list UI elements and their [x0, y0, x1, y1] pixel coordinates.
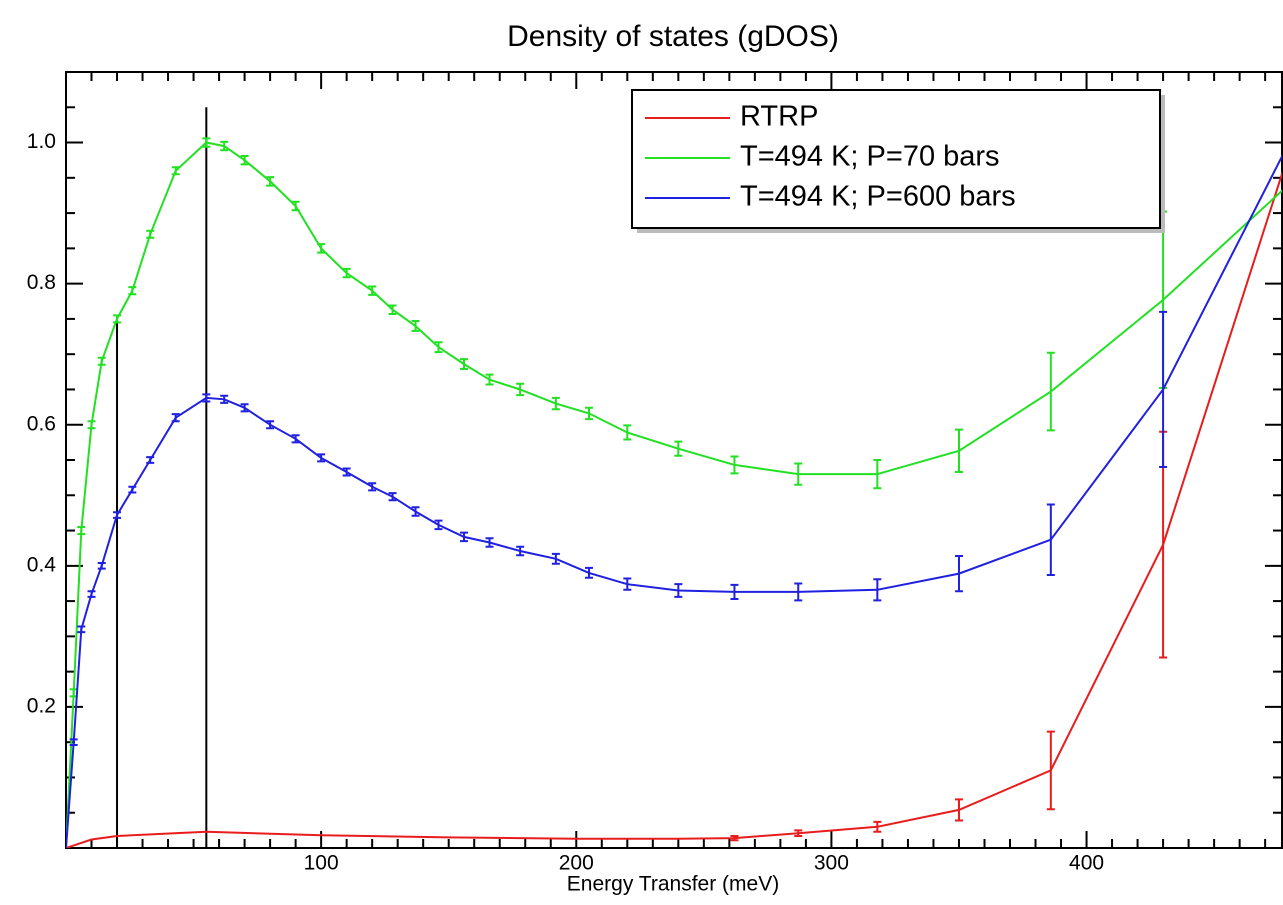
error-bar — [266, 176, 275, 187]
error-bar — [551, 396, 560, 411]
error-bar — [585, 566, 594, 579]
error-bar — [794, 829, 803, 838]
error-bar — [516, 545, 525, 557]
error-bar — [674, 440, 683, 457]
error-bar — [317, 453, 326, 463]
error-bar — [1159, 310, 1168, 469]
error-bar — [171, 413, 180, 423]
y-tick-label: 0.6 — [27, 412, 56, 435]
y-tick-label: 0.4 — [27, 553, 57, 576]
series-line — [66, 154, 1282, 848]
error-bar — [954, 554, 963, 593]
x-tick-label: 200 — [559, 852, 594, 875]
error-bar — [873, 459, 882, 490]
error-bar — [730, 455, 739, 475]
error-bar — [220, 140, 229, 152]
error-bar — [202, 393, 211, 403]
error-bar — [674, 583, 683, 598]
error-bar — [291, 200, 300, 212]
error-bar — [368, 285, 377, 296]
error-bar — [128, 286, 137, 296]
error-bar — [113, 511, 122, 519]
error-bar — [146, 456, 155, 464]
error-bar — [411, 320, 420, 332]
y-tick-label: 0.8 — [27, 271, 56, 294]
error-bar — [551, 552, 560, 565]
error-bar — [623, 424, 632, 441]
error-bar — [171, 166, 180, 176]
error-bar — [1046, 503, 1055, 576]
error-bar — [585, 406, 594, 421]
error-bar — [388, 492, 397, 502]
error-bar — [794, 582, 803, 602]
series-line — [66, 170, 1282, 848]
x-tick-label: 100 — [304, 852, 339, 875]
error-bar — [77, 526, 86, 536]
error-bar — [220, 394, 229, 404]
error-bar — [388, 304, 397, 315]
error-bar — [368, 482, 377, 492]
error-bar — [730, 835, 739, 842]
error-bar — [240, 154, 249, 166]
error-bar — [954, 798, 963, 822]
error-bar — [873, 578, 882, 602]
error-bar — [113, 314, 122, 324]
x-tick-label: 400 — [1069, 852, 1104, 875]
legend-label: T=494 K; P=70 bars — [740, 141, 1000, 173]
error-bar — [97, 356, 106, 366]
error-bar — [516, 382, 525, 397]
error-bar — [87, 590, 96, 598]
y-tick-label: 0.2 — [27, 694, 56, 717]
error-bar — [873, 820, 882, 833]
error-bar — [485, 373, 494, 386]
error-bar — [317, 243, 326, 254]
error-bar — [434, 341, 443, 354]
error-bar — [87, 420, 96, 430]
error-bar — [730, 583, 739, 600]
error-bar — [411, 506, 420, 517]
error-bar — [240, 403, 249, 413]
error-bar — [794, 462, 803, 486]
error-bar — [485, 537, 494, 548]
error-bar — [460, 531, 469, 543]
error-bar — [623, 577, 632, 591]
series-line — [66, 141, 1282, 848]
error-bar — [69, 738, 78, 747]
error-bar — [342, 467, 351, 477]
error-bar — [954, 428, 963, 473]
error-bar — [77, 625, 86, 634]
legend-label: T=494 K; P=600 bars — [740, 181, 1016, 213]
legend-label: RTRP — [740, 101, 818, 133]
chart-title: Density of states (gDOS) — [507, 20, 839, 53]
error-bar — [434, 519, 443, 531]
error-bar — [1046, 351, 1055, 432]
plot-area — [66, 107, 1282, 848]
error-bar — [1046, 730, 1055, 811]
x-axis-label: Energy Transfer (meV) — [567, 873, 779, 896]
error-bar — [266, 420, 275, 430]
y-tick-label: 1.0 — [27, 130, 56, 153]
error-bar — [146, 229, 155, 239]
error-bar — [291, 434, 300, 444]
x-tick-label: 300 — [814, 852, 849, 875]
error-bar — [128, 485, 137, 494]
error-bar — [202, 137, 211, 148]
error-bar — [342, 267, 351, 279]
error-bar — [97, 561, 106, 570]
error-bar — [460, 358, 469, 370]
